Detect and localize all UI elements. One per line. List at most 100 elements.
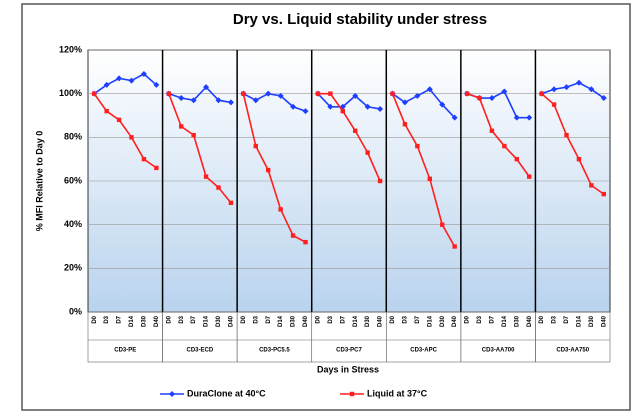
x-tick-label: D0 bbox=[316, 315, 322, 323]
marker bbox=[278, 207, 283, 212]
marker bbox=[390, 91, 395, 96]
marker bbox=[141, 156, 147, 162]
marker bbox=[600, 95, 607, 102]
marker bbox=[154, 165, 159, 171]
marker bbox=[353, 128, 358, 133]
x-tick-label: D30 bbox=[440, 315, 446, 327]
marker bbox=[203, 84, 210, 91]
x-tick-label: D7 bbox=[340, 315, 346, 323]
marker bbox=[551, 102, 557, 107]
marker bbox=[589, 183, 594, 188]
y-tick-label: 60% bbox=[64, 175, 82, 185]
x-tick-label: D3 bbox=[104, 315, 110, 323]
x-tick-label: D30 bbox=[589, 315, 595, 327]
x-tick-label: D0 bbox=[390, 315, 396, 323]
marker bbox=[477, 95, 482, 101]
x-tick-label: D40 bbox=[527, 315, 533, 327]
marker bbox=[303, 239, 308, 245]
legend-label: DuraClone at 40°C bbox=[187, 388, 266, 398]
marker bbox=[302, 108, 309, 115]
x-tick-label: D7 bbox=[490, 315, 496, 323]
marker bbox=[551, 86, 558, 93]
marker bbox=[140, 71, 147, 78]
marker bbox=[513, 114, 520, 121]
group-label: CD3-AA700 bbox=[482, 348, 515, 354]
marker bbox=[526, 114, 533, 121]
legend-marker bbox=[169, 391, 175, 397]
marker bbox=[215, 97, 222, 104]
x-tick-label: D14 bbox=[577, 315, 583, 327]
x-tick-label: D14 bbox=[427, 315, 433, 327]
x-tick-label: D3 bbox=[253, 315, 259, 323]
y-tick-label: 100% bbox=[59, 88, 82, 98]
group-label: CD3-APC bbox=[410, 348, 437, 354]
marker bbox=[166, 91, 171, 96]
series-line bbox=[391, 93, 456, 247]
marker bbox=[502, 143, 507, 149]
marker bbox=[451, 114, 458, 121]
series-line bbox=[93, 73, 157, 95]
marker bbox=[315, 91, 321, 96]
x-tick-label: D3 bbox=[477, 315, 483, 323]
y-tick-label: 20% bbox=[64, 263, 82, 273]
marker bbox=[266, 167, 271, 173]
marker bbox=[228, 200, 234, 206]
marker bbox=[489, 128, 495, 133]
marker bbox=[365, 150, 370, 155]
x-tick-label: D14 bbox=[353, 315, 359, 327]
marker bbox=[116, 117, 122, 123]
x-tick-label: D3 bbox=[552, 315, 558, 323]
marker bbox=[216, 185, 221, 190]
marker bbox=[153, 81, 160, 88]
marker bbox=[576, 156, 582, 162]
marker bbox=[439, 101, 446, 108]
marker bbox=[588, 86, 595, 93]
marker bbox=[527, 174, 532, 179]
marker bbox=[252, 97, 259, 104]
x-tick-label: D14 bbox=[129, 315, 135, 327]
x-tick-label: D14 bbox=[278, 315, 284, 327]
y-tick-label: 40% bbox=[64, 219, 82, 229]
marker bbox=[227, 99, 234, 106]
series-line bbox=[168, 93, 232, 204]
group-label: CD3-PC5.5 bbox=[259, 348, 290, 354]
y-tick-label: 120% bbox=[59, 44, 82, 54]
marker bbox=[277, 92, 284, 99]
marker bbox=[290, 233, 296, 238]
marker bbox=[103, 81, 110, 88]
marker bbox=[104, 108, 109, 114]
marker bbox=[116, 75, 123, 82]
marker bbox=[539, 91, 544, 96]
y-tick-label: 80% bbox=[64, 132, 82, 142]
marker bbox=[265, 90, 272, 97]
x-tick-label: D7 bbox=[564, 315, 570, 323]
group-label: CD3-ECD bbox=[187, 348, 214, 354]
marker bbox=[488, 95, 495, 102]
marker bbox=[253, 143, 258, 149]
marker bbox=[328, 91, 333, 96]
marker bbox=[464, 91, 470, 96]
x-tick-label: D40 bbox=[378, 315, 384, 327]
x-tick-label: D30 bbox=[291, 315, 297, 327]
x-tick-label: D3 bbox=[403, 315, 409, 323]
marker bbox=[440, 222, 445, 227]
x-tick-label: D14 bbox=[204, 315, 210, 327]
marker bbox=[377, 105, 384, 112]
marker bbox=[92, 91, 97, 96]
group-label: CD3-PC7 bbox=[336, 348, 362, 354]
marker bbox=[514, 156, 519, 162]
marker bbox=[340, 108, 345, 114]
marker bbox=[327, 103, 334, 110]
x-tick-label: D40 bbox=[154, 315, 160, 327]
marker bbox=[564, 132, 569, 138]
marker bbox=[414, 92, 421, 99]
marker bbox=[179, 124, 184, 129]
x-tick-label: D40 bbox=[229, 315, 235, 327]
marker bbox=[190, 97, 197, 104]
x-tick-label: D7 bbox=[415, 315, 421, 323]
marker bbox=[415, 143, 420, 149]
x-axis-title: Days in Stress bbox=[317, 364, 379, 374]
group-label: CD3-AA750 bbox=[556, 348, 589, 354]
x-tick-label: D0 bbox=[539, 315, 545, 323]
